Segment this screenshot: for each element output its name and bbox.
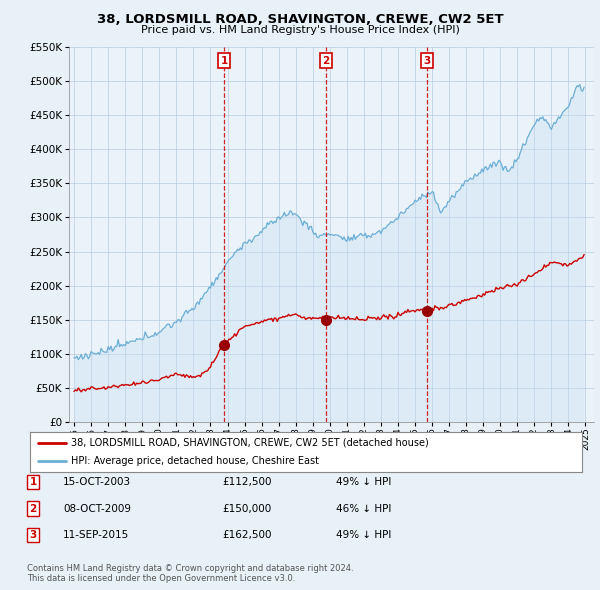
Text: 1: 1 bbox=[29, 477, 37, 487]
Text: HPI: Average price, detached house, Cheshire East: HPI: Average price, detached house, Ches… bbox=[71, 456, 319, 466]
Text: 2: 2 bbox=[322, 56, 329, 66]
Text: 08-OCT-2009: 08-OCT-2009 bbox=[63, 504, 131, 513]
Text: Price paid vs. HM Land Registry's House Price Index (HPI): Price paid vs. HM Land Registry's House … bbox=[140, 25, 460, 35]
Text: 1: 1 bbox=[220, 56, 227, 66]
Text: 15-OCT-2003: 15-OCT-2003 bbox=[63, 477, 131, 487]
Text: 38, LORDSMILL ROAD, SHAVINGTON, CREWE, CW2 5ET: 38, LORDSMILL ROAD, SHAVINGTON, CREWE, C… bbox=[97, 13, 503, 26]
Text: 49% ↓ HPI: 49% ↓ HPI bbox=[336, 477, 391, 487]
Text: 49% ↓ HPI: 49% ↓ HPI bbox=[336, 530, 391, 540]
Text: 46% ↓ HPI: 46% ↓ HPI bbox=[336, 504, 391, 513]
Text: £150,000: £150,000 bbox=[222, 504, 271, 513]
Text: £162,500: £162,500 bbox=[222, 530, 271, 540]
Text: 3: 3 bbox=[29, 530, 37, 540]
Text: 3: 3 bbox=[423, 56, 430, 66]
Text: 38, LORDSMILL ROAD, SHAVINGTON, CREWE, CW2 5ET (detached house): 38, LORDSMILL ROAD, SHAVINGTON, CREWE, C… bbox=[71, 438, 429, 448]
Text: 2: 2 bbox=[29, 504, 37, 513]
Text: £112,500: £112,500 bbox=[222, 477, 271, 487]
Text: Contains HM Land Registry data © Crown copyright and database right 2024.
This d: Contains HM Land Registry data © Crown c… bbox=[27, 563, 353, 583]
Text: 11-SEP-2015: 11-SEP-2015 bbox=[63, 530, 129, 540]
